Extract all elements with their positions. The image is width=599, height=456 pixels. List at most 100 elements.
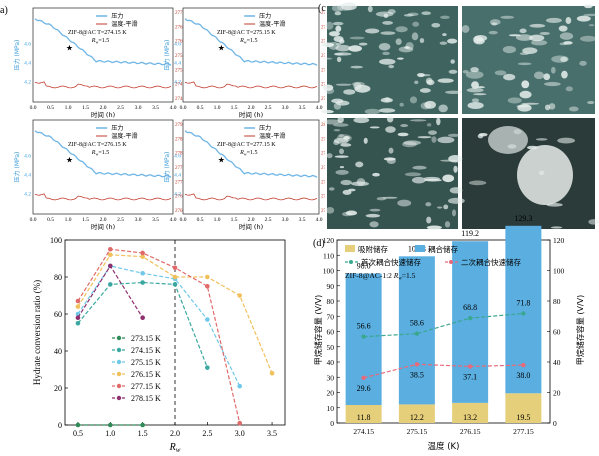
data-point <box>140 315 145 321</box>
x-tick-label: 2.0 <box>248 217 255 223</box>
small-panel-4: 4.24.44.6277.0277.5278.0278.5279.0279.52… <box>163 119 333 231</box>
x-tick-label: 1.5 <box>231 105 238 111</box>
x-tick-label: 2.5 <box>117 105 124 111</box>
x-tick-label: 0.5 <box>197 217 204 223</box>
first-fast-label: 56.6 <box>357 322 371 331</box>
right-tick-label: 277.0 <box>175 11 187 16</box>
left-tick-label: 30 <box>327 373 335 382</box>
x-tick-label: 3.0 <box>135 217 142 223</box>
left-tick-label: 100 <box>323 267 335 276</box>
left-tick-label: 0 <box>330 419 334 428</box>
svg-text:吸附储存: 吸附储存 <box>358 244 388 254</box>
data-point <box>140 254 145 259</box>
x-axis-label: 时间 (h) <box>91 222 115 231</box>
x-axis-label: 温度 (K) <box>428 441 460 452</box>
first-fast-point <box>414 331 420 336</box>
temperature-line <box>34 81 172 89</box>
data-point <box>107 263 113 269</box>
right-tick-label: 100 <box>553 267 565 276</box>
chart-annotation: ZIF-8@AC-1:2 Rw=1.5 <box>345 271 416 282</box>
legend-entry: 276.15 K <box>131 370 161 379</box>
x-tick-label: 1.5 <box>231 217 238 223</box>
temperature-line <box>34 193 172 201</box>
x-tick-label: 276.15 <box>460 427 481 436</box>
panel-rw: Rw=1.5 <box>239 150 257 157</box>
data-point <box>75 422 81 428</box>
right-tick-label: 277.5 <box>175 166 187 171</box>
adsorption-label: 19.5 <box>516 413 530 422</box>
right-tick-label: 278.5 <box>175 137 187 142</box>
microscope-photo-grid <box>321 2 599 231</box>
x-tick-label: 3.0 <box>235 429 245 438</box>
left-tick-label: 40 <box>327 358 335 367</box>
y-axis-label: Hydrate conversion ratio (%) <box>32 280 42 385</box>
second-fast-point <box>361 375 366 381</box>
first-fast-label: 68.8 <box>463 303 477 312</box>
x-tick-label: 3.5 <box>299 105 306 111</box>
data-point <box>205 274 210 280</box>
panel-rw: Rw=1.5 <box>91 150 109 157</box>
left-axis-label: 压力 (MPa) <box>163 40 171 71</box>
left-tick-label: 120 <box>323 236 335 245</box>
second-fast-point <box>414 362 420 367</box>
data-point <box>107 282 113 287</box>
data-point <box>172 282 178 287</box>
adsorption-label: 11.8 <box>357 413 371 422</box>
first-fast-point <box>521 311 526 316</box>
first-fast-line <box>363 312 524 338</box>
left-tick-label: 4.2 <box>24 191 31 197</box>
series-5: 278.15 K <box>75 263 161 403</box>
total-label: 98.0 <box>357 262 371 271</box>
x-tick-label: 4.0 <box>170 105 177 111</box>
x-tick-label: 0.5 <box>197 105 204 111</box>
second-fast-point <box>521 362 526 368</box>
star-marker: ★ <box>66 155 73 164</box>
coupled-bar <box>345 273 382 406</box>
x-tick-label: 1.5 <box>82 105 89 111</box>
svg-text:首次耦合快速储存: 首次耦合快速储存 <box>361 257 421 267</box>
coupled-bar <box>505 225 542 394</box>
legend-temperature: 温度-平滑 <box>111 20 137 28</box>
panel-annotation: ZIF-8@AC T=277.15 K <box>217 142 276 148</box>
adsorption-bar <box>345 405 382 423</box>
x-tick-label: 2.5 <box>202 429 212 438</box>
data-point <box>107 246 113 252</box>
x-tick-label: 3.0 <box>282 217 289 223</box>
temperature-line <box>184 193 318 201</box>
left-tick-label: 4.6 <box>24 42 31 48</box>
x-tick-label: 4.0 <box>316 217 323 223</box>
x-tick-label: 2.5 <box>265 217 272 223</box>
left-tick-label: 4.4 <box>174 173 181 179</box>
data-point <box>205 317 210 322</box>
second-fast-line <box>363 363 524 379</box>
x-tick-label: 274.15 <box>353 427 374 436</box>
panel-annotation: ZIF-8@AC T=275.15 K <box>217 30 276 36</box>
first-fast-point <box>361 334 366 339</box>
left-tick-label: 4.2 <box>174 191 181 197</box>
left-tick-label: 20 <box>327 389 335 398</box>
methane-storage-chart: 0 10 20 30 40 50 60 70 80 90 100 110 120 0 20 40 60 80 100… <box>313 214 585 452</box>
temperature-line <box>184 81 318 89</box>
right-tick-label: 276.5 <box>175 25 187 30</box>
right-tick-label: 276.0 <box>175 40 187 45</box>
left-tick-label: 4.4 <box>174 61 181 67</box>
star-marker: ★ <box>66 43 73 52</box>
x-axis-label: 时间 (h) <box>239 222 263 231</box>
adsorption-bar <box>452 402 489 423</box>
x-tick-label: 2.0 <box>170 429 180 438</box>
data-point <box>237 293 243 298</box>
x-tick-label: 1.5 <box>82 217 89 223</box>
data-point <box>140 280 145 285</box>
legend-temperature: 温度-平滑 <box>259 20 285 28</box>
panel-label-d: (d) <box>313 238 325 249</box>
panel-annotation: ZIF-8@AC T=276.15 K <box>68 142 127 148</box>
x-tick-label: 0.0 <box>30 105 37 111</box>
y-tick-label: 80 <box>54 273 62 282</box>
x-tick-label: 2.5 <box>265 105 272 111</box>
svg-text:耦合储存: 耦合储存 <box>428 244 458 254</box>
x-tick-label: 277.15 <box>513 427 534 436</box>
right-tick-label: 60 <box>553 328 561 337</box>
x-tick-label: 2.0 <box>100 217 107 223</box>
star-marker: ★ <box>218 155 225 164</box>
right-tick-label: 277.0 <box>175 180 187 185</box>
